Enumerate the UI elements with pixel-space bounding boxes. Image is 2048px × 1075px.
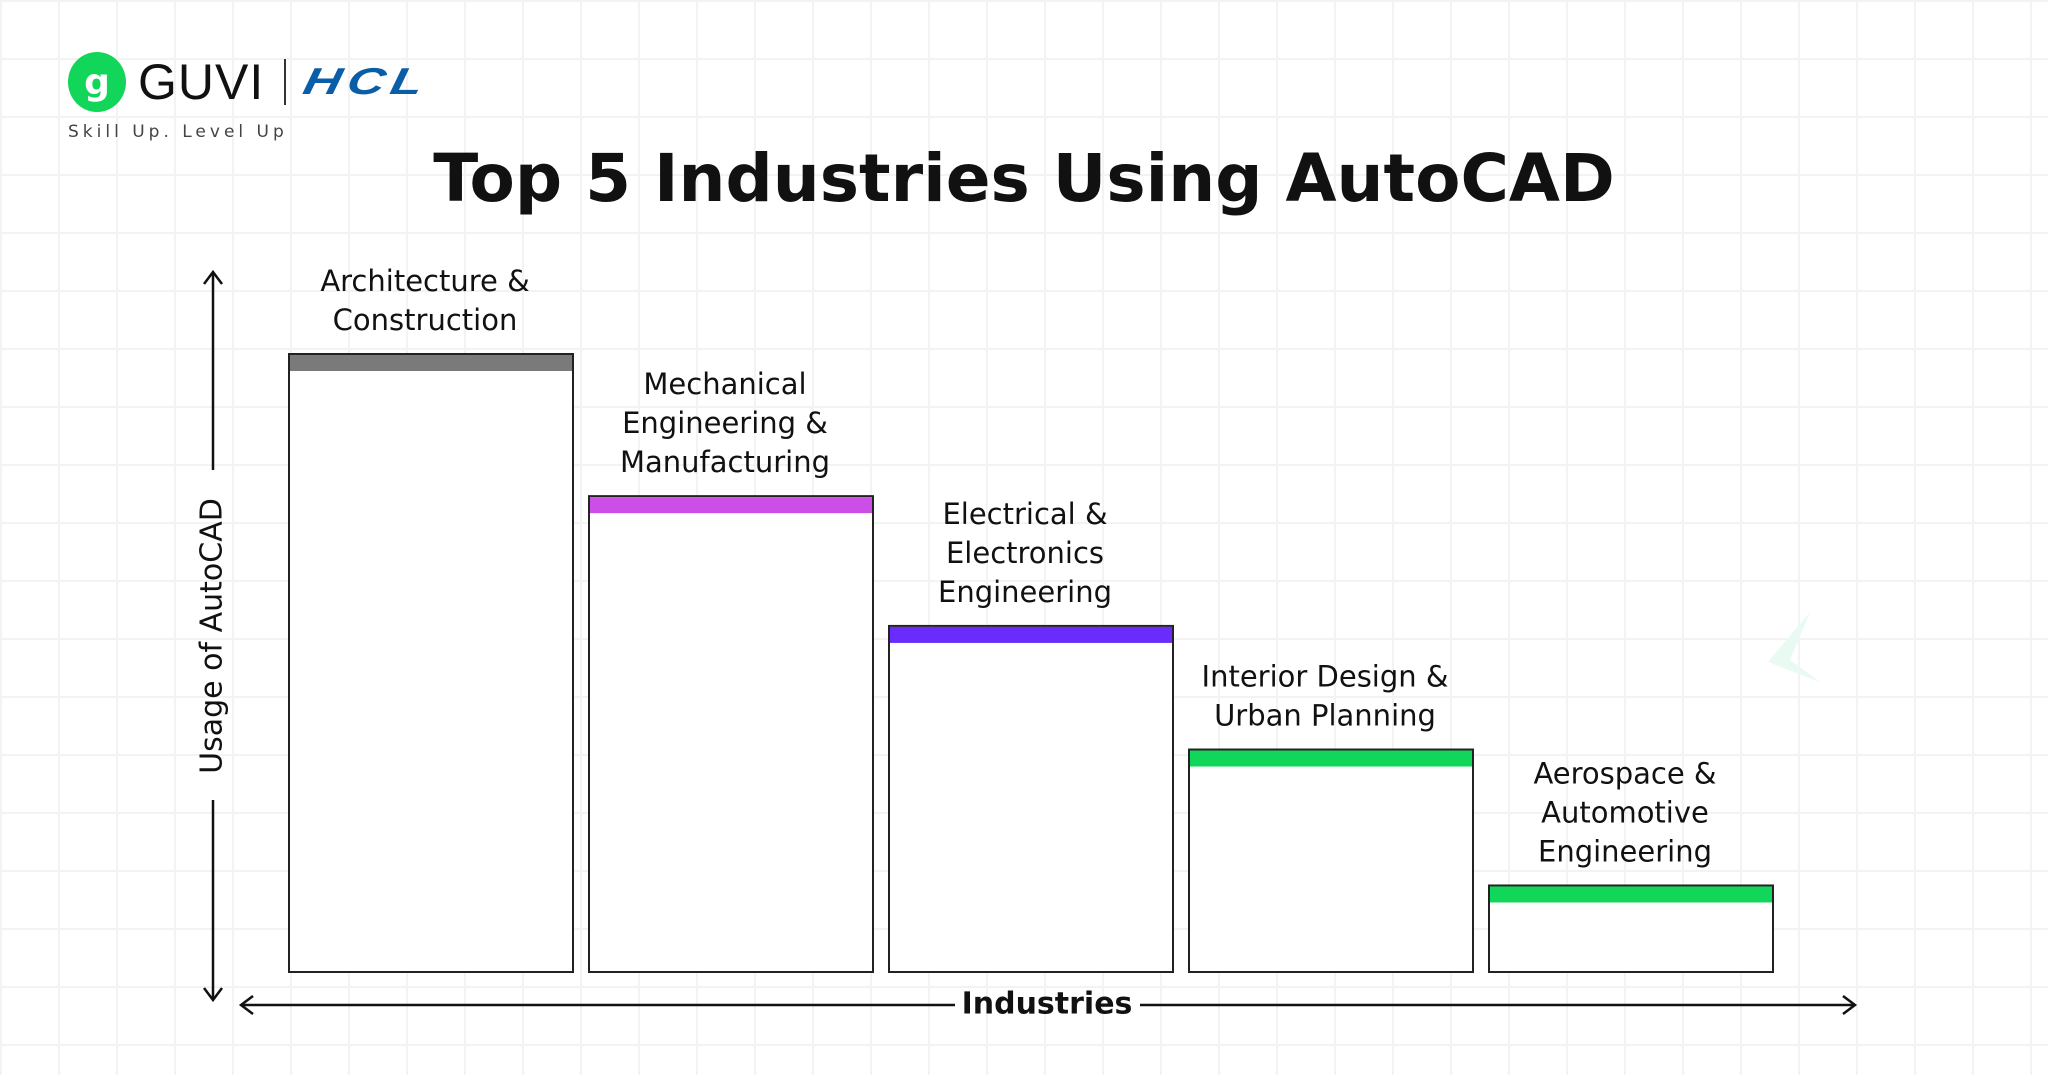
- bar-category-label: Engineering: [938, 575, 1112, 609]
- decorative-arrow-icon: [1768, 612, 1820, 682]
- bar-group: Electrical & Electronics Engineering: [888, 497, 1174, 973]
- bar-category-label: Interior Design &: [1202, 660, 1449, 694]
- bar-color-stripe: [290, 355, 572, 371]
- y-axis-label: Usage of AutoCAD: [195, 498, 230, 774]
- x-axis-label: Industries: [962, 987, 1133, 1022]
- bar-color-stripe: [1490, 886, 1772, 903]
- bar: [1188, 748, 1474, 974]
- guvi-wordmark: GUVI: [138, 54, 265, 110]
- bar-category-label: Engineering: [1538, 834, 1712, 868]
- guvi-logo-icon: g: [68, 52, 126, 112]
- bar-category-label: Mechanical: [643, 367, 806, 401]
- bar: [588, 495, 874, 973]
- bar-category-label: Electrical &: [942, 497, 1107, 531]
- bar-group: Aerospace & Automotive Engineering: [1488, 756, 1774, 973]
- bar-category-label: Electronics: [946, 536, 1104, 570]
- x-axis-arrow-left-icon: [238, 995, 254, 1015]
- bar-color-stripe: [1190, 750, 1472, 767]
- bar-category-label: Urban Planning: [1214, 699, 1436, 733]
- bar-category-label: Automotive: [1541, 795, 1709, 829]
- logo: g GUVI HCL: [68, 52, 434, 112]
- x-axis-arrow-right-icon: [1842, 995, 1858, 1015]
- bar-category-label: Manufacturing: [620, 445, 830, 479]
- x-axis: Industries: [238, 987, 1858, 1022]
- bar-color-stripe: [590, 497, 872, 514]
- bar-category-label: Engineering &: [622, 406, 828, 440]
- tagline: Skill Up. Level Up: [68, 122, 288, 142]
- bar-group: Architecture & Construction: [288, 264, 574, 973]
- chart-title: Top 5 Industries Using AutoCAD: [433, 140, 1615, 217]
- y-axis-arrow-down-icon: [203, 987, 223, 1003]
- bar-color-stripe: [890, 626, 1172, 643]
- bar-group: Mechanical Engineering & Manufacturing: [588, 367, 874, 973]
- bar-category-label: Aerospace &: [1533, 756, 1716, 790]
- y-axis: Usage of AutoCAD: [195, 269, 230, 1003]
- logo-divider: [284, 59, 287, 105]
- bar-category-label: Architecture &: [320, 264, 529, 298]
- bar-category-label: Construction: [333, 303, 518, 337]
- bar: [288, 353, 574, 973]
- bar-group: Interior Design & Urban Planning: [1188, 660, 1474, 974]
- bar: [888, 624, 1174, 973]
- y-axis-arrow-up-icon: [203, 269, 223, 285]
